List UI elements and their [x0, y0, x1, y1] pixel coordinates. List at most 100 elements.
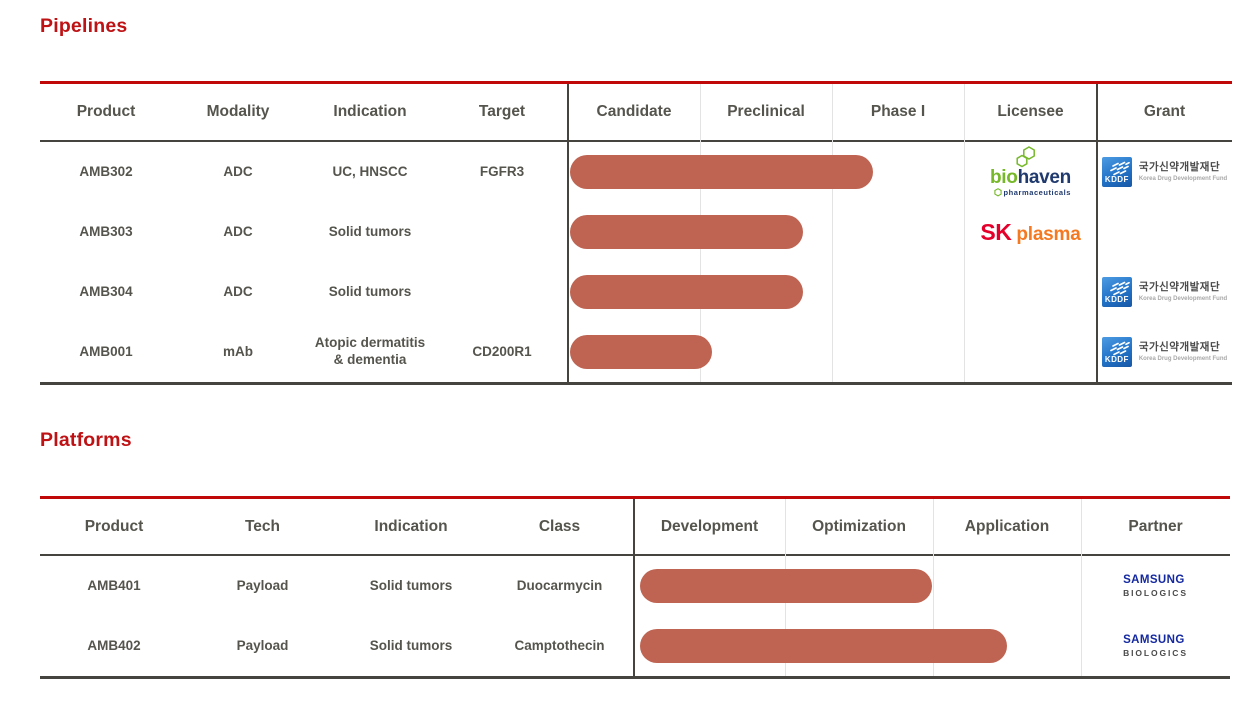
modality-cell: ADC	[223, 163, 253, 179]
target-cell: CD200R1	[472, 343, 532, 359]
modality-cell: ADC	[223, 223, 253, 239]
samsung-division: BIOLOGICS	[1123, 648, 1188, 659]
target-cell	[436, 202, 568, 262]
licensee-cell	[964, 262, 1097, 322]
indication-cell: UC, HNSCC	[332, 163, 408, 179]
biohaven-hexagons-icon	[1016, 145, 1035, 168]
tech-cell: Payload	[236, 637, 289, 653]
samsung-biologics-logo: SAMSUNG BIOLOGICS	[1123, 633, 1188, 659]
header-partner: Partner	[1128, 517, 1183, 535]
kddf-logo: KDDF 국가신약개발재단 Korea Drug Development Fun…	[1101, 157, 1227, 187]
target-cell: FGFR3	[479, 163, 525, 179]
header-tech: Tech	[244, 517, 281, 535]
product-cell: AMB303	[79, 223, 133, 239]
kddf-english-name: Korea Drug Development Fund	[1138, 355, 1228, 362]
pipeline-row-amb303: AMB303 ADC Solid tumors SK plasma	[40, 202, 1232, 262]
samsung-brand: SAMSUNG	[1123, 574, 1185, 586]
indication-cell: Solid tumors	[369, 577, 453, 593]
kddf-abbr: KDDF	[1104, 295, 1129, 304]
kddf-text: 국가신약개발재단 Korea Drug Development Fund	[1139, 161, 1227, 183]
pipeline-row-amb001: AMB001 mAb Atopic dermatitis & dementia …	[40, 322, 1232, 382]
indication-cell: Solid tumors	[328, 223, 412, 239]
product-cell: AMB402	[87, 637, 141, 653]
platforms-header-row: Product Tech Indication Class Developmen…	[40, 499, 1230, 556]
kddf-abbr: KDDF	[1104, 355, 1129, 364]
product-cell: AMB401	[87, 577, 141, 593]
platforms-table: Product Tech Indication Class Developmen…	[40, 496, 1230, 679]
samsung-biologics-logo: SAMSUNG BIOLOGICS	[1123, 573, 1188, 599]
pipeline-row-amb304: AMB304 ADC Solid tumors	[40, 262, 1232, 322]
indication-cell: Solid tumors	[328, 283, 412, 299]
column-divider-dark	[633, 499, 635, 676]
grant-cell: KDDF 국가신약개발재단 Korea Drug Development Fun…	[1097, 262, 1232, 322]
class-cell: Camptothecin	[514, 637, 605, 653]
progress-bar	[570, 215, 803, 249]
progress-bar	[640, 569, 932, 603]
indication-cell: Atopic dermatitis & dementia	[314, 335, 426, 367]
platforms-section: Platforms Product Tech Indication Class …	[0, 429, 1252, 679]
kddf-square: KDDF	[1101, 277, 1132, 307]
kddf-abbr: KDDF	[1104, 175, 1129, 184]
samsung-brand: SAMSUNG	[1123, 634, 1185, 646]
header-application: Application	[964, 517, 1050, 535]
kddf-text: 국가신약개발재단 Korea Drug Development Fund	[1139, 281, 1227, 303]
column-divider-light	[933, 499, 934, 676]
column-divider-dark	[567, 84, 569, 382]
progress-bar	[570, 335, 712, 369]
kddf-square: KDDF	[1101, 337, 1132, 367]
stage-cell	[634, 556, 1081, 616]
licensee-cell: biohaven pharmaceuticals	[964, 142, 1097, 202]
kddf-logo: KDDF 국가신약개발재단 Korea Drug Development Fun…	[1101, 277, 1227, 307]
progress-bar	[570, 275, 803, 309]
partner-cell: SAMSUNG BIOLOGICS	[1081, 556, 1230, 616]
sk-wordmark: SK	[980, 218, 1012, 245]
stage-cell	[568, 202, 964, 262]
pipeline-row-amb302: AMB302 ADC UC, HNSCC FGFR3 biohaven	[40, 142, 1232, 202]
product-cell: AMB001	[79, 343, 133, 359]
pipelines-section: Pipelines Product Modality Indication Ta…	[40, 15, 1232, 385]
kddf-korean-name: 국가신약개발재단	[1138, 160, 1221, 173]
kddf-dashes-icon	[1109, 281, 1130, 296]
grant-cell	[1097, 202, 1232, 262]
biohaven-small-hexagon-icon	[993, 188, 1002, 197]
kddf-korean-name: 국가신약개발재단	[1138, 280, 1221, 293]
header-modality: Modality	[206, 103, 270, 121]
header-phase1: Phase I	[870, 103, 926, 121]
progress-bar	[640, 629, 1007, 663]
kddf-logo: KDDF 국가신약개발재단 Korea Drug Development Fun…	[1101, 337, 1228, 367]
progress-bar	[570, 155, 873, 189]
header-preclinical: Preclinical	[727, 103, 805, 121]
header-indication: Indication	[374, 517, 448, 535]
header-indication: Indication	[333, 103, 407, 121]
biohaven-subtitle: pharmaceuticals	[993, 187, 1071, 197]
product-cell: AMB304	[79, 283, 133, 299]
licensee-cell: SK plasma	[964, 202, 1097, 262]
header-class: Class	[538, 517, 581, 535]
modality-cell: ADC	[223, 283, 253, 299]
stage-cell	[634, 616, 1081, 676]
header-target: Target	[478, 103, 526, 121]
column-divider-light	[832, 84, 833, 382]
sk-plasma-word: plasma	[1016, 223, 1081, 245]
biohaven-subtitle-text: pharmaceuticals	[1003, 187, 1071, 197]
modality-cell: mAb	[223, 343, 253, 359]
header-candidate: Candidate	[596, 103, 672, 121]
header-grant: Grant	[1143, 103, 1186, 121]
licensee-cell	[964, 322, 1097, 382]
partner-cell: SAMSUNG BIOLOGICS	[1081, 616, 1230, 676]
samsung-division: BIOLOGICS	[1123, 588, 1188, 599]
column-divider-light	[1081, 499, 1082, 676]
pipelines-title: Pipelines	[40, 15, 128, 37]
pipelines-table: Product Modality Indication Target Candi…	[40, 81, 1232, 385]
column-divider-light	[964, 84, 965, 382]
stage-cell	[568, 322, 964, 382]
platform-row-amb402: AMB402 Payload Solid tumors Camptothecin…	[40, 616, 1230, 676]
kddf-korean-name: 국가신약개발재단	[1138, 340, 1221, 353]
header-product: Product	[84, 517, 144, 535]
tech-cell: Payload	[236, 577, 289, 593]
class-cell: Duocarmycin	[516, 577, 603, 593]
kddf-dashes-icon	[1109, 341, 1130, 356]
target-cell	[436, 262, 568, 322]
grant-cell: KDDF 국가신약개발재단 Korea Drug Development Fun…	[1097, 142, 1232, 202]
